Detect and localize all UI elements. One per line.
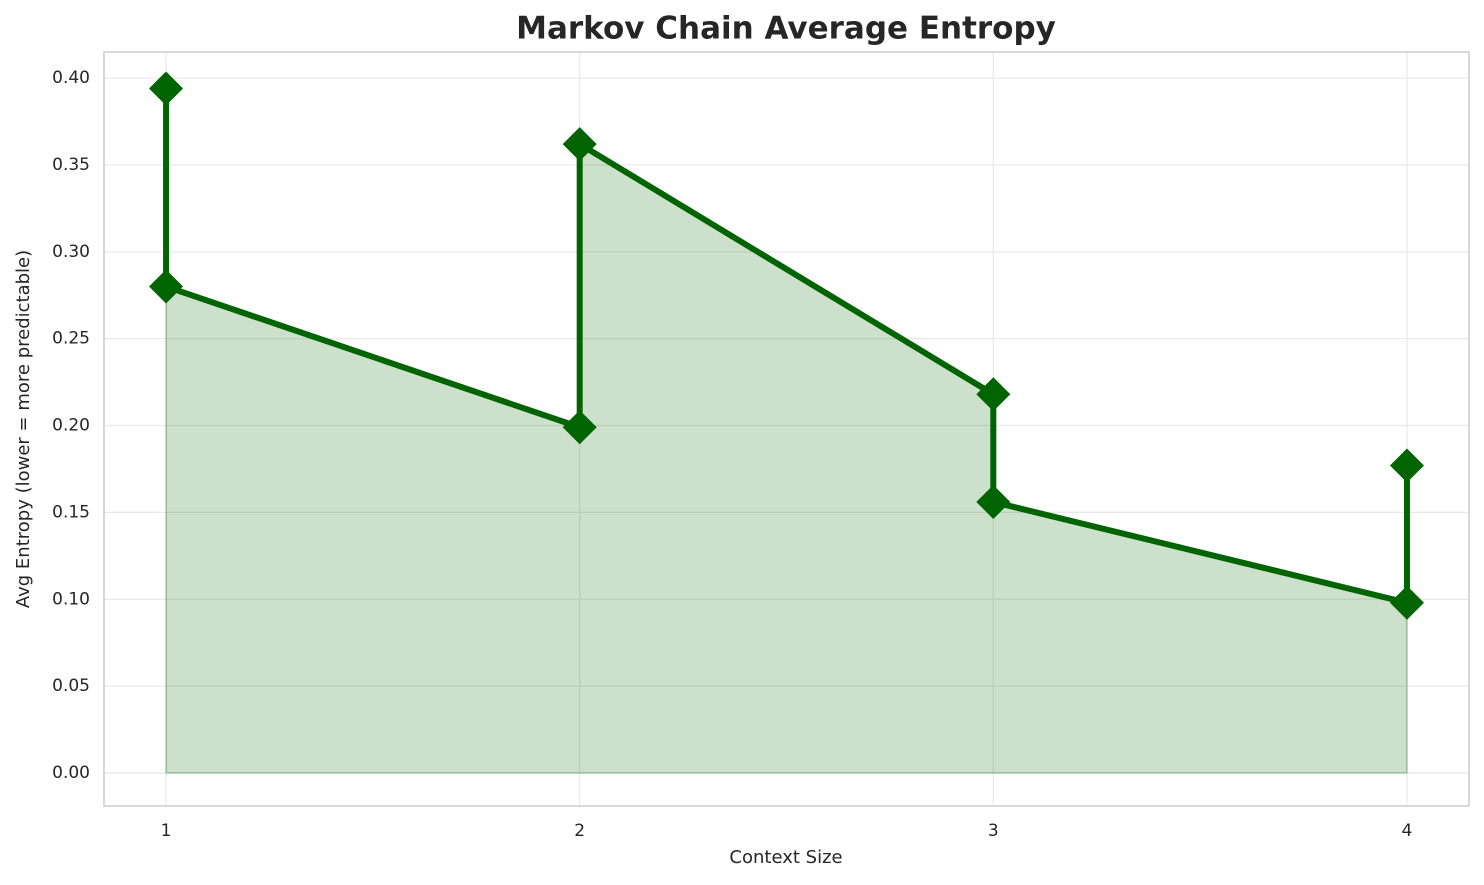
y-axis-label: Avg Entropy (lower = more predictable) <box>13 250 34 608</box>
chart-title: Markov Chain Average Entropy <box>516 11 1056 47</box>
marker <box>976 484 1011 519</box>
x-tick-label: 1 <box>161 821 172 841</box>
marker <box>149 269 184 304</box>
y-tick-label: 0.35 <box>52 155 90 175</box>
x-tick-label: 4 <box>1402 821 1413 841</box>
y-tick-label: 0.10 <box>52 589 90 609</box>
marker <box>149 71 184 106</box>
area <box>165 88 1408 774</box>
x-tick-label: 3 <box>988 821 999 841</box>
x-tick-label: 2 <box>574 821 585 841</box>
marker <box>1389 585 1424 620</box>
marker <box>562 127 597 162</box>
marker <box>976 377 1011 412</box>
y-tick-label: 0.40 <box>52 68 90 88</box>
y-tick-label: 0.05 <box>52 676 90 696</box>
x-axis-label: Context Size <box>729 847 842 868</box>
line <box>163 88 1410 606</box>
y-tick-label: 0.15 <box>52 502 90 522</box>
y-tick-label: 0.25 <box>52 329 90 349</box>
marker <box>562 410 597 445</box>
marker <box>1389 448 1424 483</box>
y-tick-label: 0.00 <box>52 763 90 783</box>
plot-frame <box>103 51 1470 807</box>
y-tick-label: 0.20 <box>52 416 90 436</box>
y-tick-label: 0.30 <box>52 242 90 262</box>
